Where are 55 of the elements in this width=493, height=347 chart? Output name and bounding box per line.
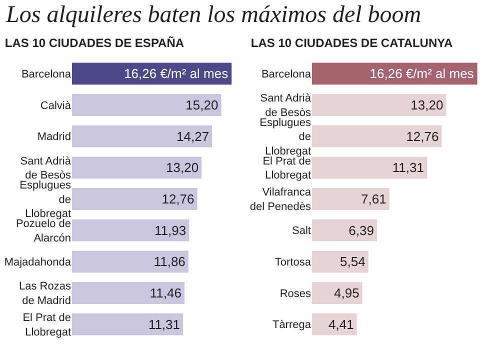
- chart-title: LAS 10 CIUDADES DE CATALUNYA: [250, 36, 454, 50]
- data-label: 11,31: [148, 316, 180, 332]
- data-label: 6,39: [348, 222, 374, 238]
- y-tick-label: Salt: [292, 225, 311, 238]
- y-tick-label: Esplugues de Llobregat: [20, 180, 72, 220]
- bar: [72, 313, 184, 336]
- y-tick-label: Las Rozas de Madrid: [19, 280, 72, 307]
- y-tick-label: Pozuelo de Alarcón: [16, 218, 71, 244]
- bar: [312, 94, 446, 116]
- bar: [312, 219, 377, 242]
- data-label: 13,20: [410, 98, 444, 112]
- data-label: 4,41: [328, 316, 354, 332]
- data-label: 14,27: [176, 128, 210, 144]
- data-label: 11,86: [154, 254, 186, 270]
- y-tick-label: Barcelona: [261, 68, 312, 81]
- chart-subtitle: LAS 10 CIUDADES DE ESPAÑA: [4, 36, 184, 50]
- y-tick-label: Barcelona: [21, 68, 72, 81]
- y-tick-label: Calvià: [40, 100, 72, 112]
- data-label: 11,31: [392, 160, 424, 176]
- y-tick-label: Tàrrega: [272, 319, 312, 332]
- data-label: 4,95: [334, 286, 360, 300]
- data-label: 12,76: [162, 192, 194, 206]
- data-label: 11,93: [154, 222, 186, 238]
- y-tick-label: El Prat de Llobregat: [22, 312, 71, 338]
- chart-title: Los alquileres baten los máximos del boom: [6, 2, 422, 29]
- y-tick-label: Roses: [280, 288, 312, 300]
- y-tick-label: Madrid: [37, 131, 71, 144]
- data-label: 7,61: [361, 192, 386, 206]
- bar: [72, 156, 202, 179]
- bar: [312, 156, 427, 179]
- bar: [312, 188, 390, 210]
- bar: [312, 313, 357, 336]
- data-label: 15,20: [186, 98, 218, 112]
- bar: [72, 188, 198, 210]
- data-label: 5,54: [340, 254, 366, 270]
- bar: [312, 125, 442, 148]
- y-tick-label: Tortosa: [274, 256, 312, 269]
- bar: [312, 250, 368, 273]
- bar: [312, 62, 478, 85]
- data-label: 11,46: [150, 286, 182, 300]
- bar: [72, 250, 188, 273]
- y-tick-label: Majadahonda: [4, 256, 72, 269]
- data-label: 16,26 €/m² al mes: [370, 66, 474, 82]
- data-label: 16,26 €/m² al mes: [124, 66, 229, 82]
- y-tick-label: Esplugues de Llobregat: [260, 116, 312, 158]
- data-label: 12,76: [406, 128, 439, 144]
- bar: [72, 282, 184, 304]
- data-label: 13,20: [166, 160, 199, 176]
- y-tick-label: Sant Adrià de Besòs: [260, 92, 312, 119]
- bar: [72, 219, 190, 242]
- bar: [312, 282, 362, 304]
- bar: [72, 94, 222, 116]
- y-tick-label: Sant Adrià de Besòs: [20, 155, 72, 182]
- bar: [72, 125, 212, 148]
- y-tick-label: Vilafranca del Penedès: [250, 186, 312, 213]
